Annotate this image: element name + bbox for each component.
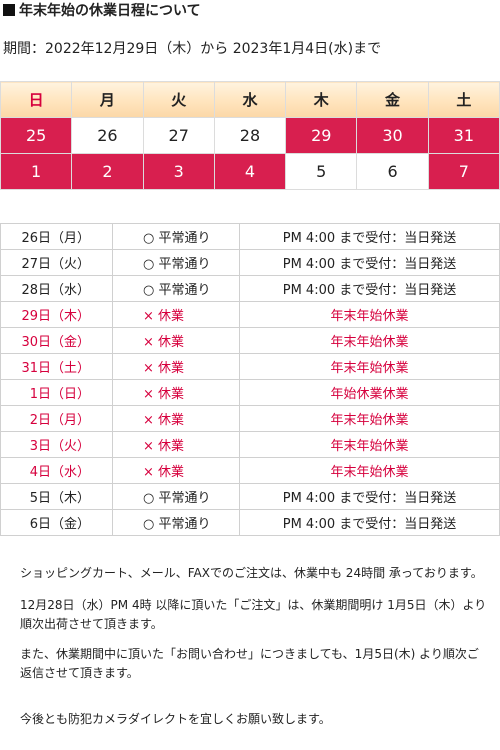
calendar-week-row: 1 2 3 4 5 6 7 <box>0 153 500 190</box>
note-shipping: 12月28日（水）PM 4時 以降に頂いた「ご注文」は、休業期間明け 1月5日（… <box>20 598 487 631</box>
page-title: 年末年始の休業日程について <box>3 2 201 20</box>
schedule-note: 年始休業休業 <box>239 379 500 406</box>
schedule-date: 30日（金） <box>0 327 113 354</box>
note-inquiries: また、休業期間中に頂いた「お問い合わせ」につきましても、1月5日(木) より順次… <box>20 647 479 680</box>
schedule-note: 年末年始休業 <box>239 353 500 380</box>
calendar-day: 4 <box>213 153 287 190</box>
schedule-status: × 休業 <box>112 405 240 432</box>
schedule-row: 27日（火） ○ 平常通り PM 4:00 まで受付：当日発送 <box>0 249 500 276</box>
calendar-header-row: 日 月 火 水 木 金 土 <box>0 81 500 118</box>
note-orders: ショッピングカート、メール、FAXでのご注文は、休業中も 24時間 承っておりま… <box>20 566 483 580</box>
schedule-status: ○ 平常通り <box>112 275 240 302</box>
holiday-period: 期間：2022年12月29日（木）から 2023年1月4日(水)まで <box>3 41 382 57</box>
schedule-table: 26日（月） ○ 平常通り PM 4:00 まで受付：当日発送 27日（火） ○ 平常… <box>0 223 500 536</box>
schedule-note: PM 4:00 まで受付：当日発送 <box>239 483 500 510</box>
schedule-row: 5日（木） ○ 平常通り PM 4:00 まで受付：当日発送 <box>0 483 500 510</box>
weekday-wed: 水 <box>213 81 287 118</box>
calendar-day: 25 <box>0 117 73 154</box>
calendar-day: 5 <box>285 153 358 190</box>
page-title-text: 年末年始の休業日程について <box>19 3 201 19</box>
schedule-date: 3日（火） <box>0 431 113 458</box>
calendar-day: 28 <box>213 117 287 154</box>
schedule-row: 26日（月） ○ 平常通り PM 4:00 まで受付：当日発送 <box>0 223 500 250</box>
weekday-mon: 月 <box>71 81 144 118</box>
schedule-row: 31日（土） × 休業 年末年始休業 <box>0 353 500 380</box>
schedule-status: × 休業 <box>112 301 240 328</box>
calendar-day: 1 <box>0 153 73 190</box>
schedule-note: PM 4:00 まで受付：当日発送 <box>239 223 500 250</box>
schedule-date: 29日（木） <box>0 301 113 328</box>
calendar-day: 30 <box>356 117 429 154</box>
schedule-date: 26日（月） <box>0 223 113 250</box>
schedule-status: × 休業 <box>112 353 240 380</box>
schedule-date: 4日（水） <box>0 457 113 484</box>
schedule-note: 年末年始休業 <box>239 301 500 328</box>
schedule-note: PM 4:00 まで受付：当日発送 <box>239 509 500 536</box>
weekday-sun: 日 <box>0 81 73 118</box>
schedule-status: × 休業 <box>112 379 240 406</box>
schedule-date: 31日（土） <box>0 353 113 380</box>
weekday-tue: 火 <box>142 81 215 118</box>
calendar-day: 26 <box>71 117 144 154</box>
schedule-status: × 休業 <box>112 457 240 484</box>
calendar-day: 29 <box>285 117 358 154</box>
schedule-status: × 休業 <box>112 327 240 354</box>
schedule-note: 年末年始休業 <box>239 457 500 484</box>
schedule-date: 5日（木） <box>0 483 113 510</box>
calendar-day: 3 <box>142 153 215 190</box>
schedule-status: ○ 平常通り <box>112 509 240 536</box>
calendar-day: 6 <box>356 153 429 190</box>
square-bullet-icon <box>3 4 15 16</box>
calendar-day: 27 <box>142 117 215 154</box>
note-closing: 今後とも防犯カメラダイレクトを宜しくお願い致します。 <box>20 712 331 726</box>
schedule-note: PM 4:00 まで受付：当日発送 <box>239 249 500 276</box>
schedule-row: 4日（水） × 休業 年末年始休業 <box>0 457 500 484</box>
schedule-row: 1日（日） × 休業 年始休業休業 <box>0 379 500 406</box>
calendar-day: 2 <box>71 153 144 190</box>
schedule-date: 2日（月） <box>0 405 113 432</box>
calendar-day: 31 <box>427 117 500 154</box>
schedule-status: ○ 平常通り <box>112 483 240 510</box>
schedule-note: 年末年始休業 <box>239 327 500 354</box>
schedule-date: 6日（金） <box>0 509 113 536</box>
schedule-status: ○ 平常通り <box>112 249 240 276</box>
weekday-thu: 木 <box>285 81 358 118</box>
calendar-week-row: 25 26 27 28 29 30 31 <box>0 117 500 154</box>
schedule-row: 30日（金） × 休業 年末年始休業 <box>0 327 500 354</box>
schedule-note: 年末年始休業 <box>239 431 500 458</box>
schedule-note: PM 4:00 まで受付：当日発送 <box>239 275 500 302</box>
holiday-calendar: 日 月 火 水 木 金 土 25 26 27 28 29 30 31 1 2 3 <box>0 81 500 190</box>
schedule-status: × 休業 <box>112 431 240 458</box>
schedule-row: 3日（火） × 休業 年末年始休業 <box>0 431 500 458</box>
schedule-row: 29日（木） × 休業 年末年始休業 <box>0 301 500 328</box>
schedule-status: ○ 平常通り <box>112 223 240 250</box>
schedule-date: 1日（日） <box>0 379 113 406</box>
calendar-day: 7 <box>427 153 500 190</box>
weekday-sat: 土 <box>427 81 500 118</box>
schedule-date: 28日（水） <box>0 275 113 302</box>
schedule-date: 27日（火） <box>0 249 113 276</box>
schedule-row: 28日（水） ○ 平常通り PM 4:00 まで受付：当日発送 <box>0 275 500 302</box>
schedule-row: 6日（金） ○ 平常通り PM 4:00 まで受付：当日発送 <box>0 509 500 536</box>
schedule-row: 2日（月） × 休業 年末年始休業 <box>0 405 500 432</box>
schedule-note: 年末年始休業 <box>239 405 500 432</box>
weekday-fri: 金 <box>356 81 429 118</box>
